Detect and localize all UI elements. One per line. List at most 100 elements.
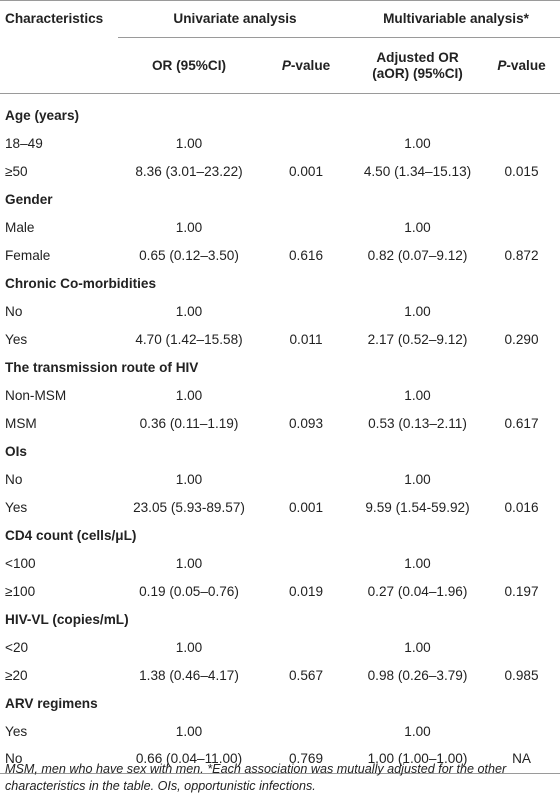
group-header-row: The transmission route of HIV (0, 354, 560, 382)
row-label: Yes (5, 499, 28, 515)
spacer-row (0, 94, 560, 102)
adjusted-pvalue-cell (483, 298, 560, 326)
row-label: 18–49 (5, 135, 43, 151)
row-label: <100 (5, 555, 36, 571)
pvalue-italic: P (497, 57, 507, 73)
pvalue-cell (260, 466, 352, 494)
row-label: Female (5, 247, 51, 263)
pvalue-cell (260, 634, 352, 662)
group-title: Chronic Co-morbidities (5, 275, 157, 291)
table-row: <20 1.00 1.00 (0, 634, 560, 662)
table-footnote: MSM, men who have sex with men. *Each as… (5, 762, 507, 793)
group-title: Gender (5, 191, 53, 207)
adjusted-pvalue-cell: 0.617 (504, 415, 539, 431)
adjusted-pvalue-cell (483, 130, 560, 158)
adjusted-pvalue-cell: 0.985 (504, 667, 539, 683)
aor-header-line1: Adjusted OR (376, 49, 459, 65)
or-cell: 0.19 (0.05–0.76) (139, 583, 239, 599)
pvalue-cell (260, 718, 352, 746)
group-header-row: HIV-VL (copies/mL) (0, 606, 560, 634)
group-title: OIs (5, 443, 27, 459)
pvalue-cell (260, 214, 352, 242)
aor-cell: 1.00 (404, 639, 431, 655)
pvalue-header: P-value (260, 38, 352, 94)
or-cell: 4.70 (1.42–15.58) (135, 331, 243, 347)
characteristics-header: Characteristics (5, 11, 104, 27)
table-row: Yes 1.00 1.00 (0, 718, 560, 746)
results-table: Characteristics Univariate analysis Mult… (0, 0, 560, 774)
or-header: OR (95%CI) (151, 57, 227, 73)
aor-cell: 1.00 (404, 471, 431, 487)
adjusted-pvalue-cell: NA (512, 751, 531, 767)
aor-cell: 0.82 (0.07–9.12) (367, 247, 468, 263)
table-row: ≥100 0.19 (0.05–0.76) 0.019 0.27 (0.04–1.96… (0, 578, 560, 606)
aor-cell: 9.59 (1.54-59.92) (365, 499, 470, 515)
group-title: HIV-VL (copies/mL) (5, 611, 129, 627)
table-row: Female 0.65 (0.12–3.50) 0.616 0.82 (0.07–9.… (0, 242, 560, 270)
multivariable-header: Multivariable analysis* (352, 0, 560, 38)
adjusted-pvalue-cell: 0.197 (504, 583, 539, 599)
or-cell: 0.65 (0.12–3.50) (139, 247, 239, 263)
spacer-cell (0, 94, 560, 102)
or-cell: 0.36 (0.11–1.19) (139, 415, 239, 431)
row-label: MSM (5, 415, 37, 431)
or-cell: 1.00 (175, 723, 203, 739)
adjusted-pvalue-cell (483, 466, 560, 494)
aor-header-line2: (aOR) (95%CI) (372, 65, 463, 81)
adjusted-pvalue-cell (483, 214, 560, 242)
aor-cell: 1.00 (404, 723, 431, 739)
row-label: Male (5, 219, 35, 235)
or-cell: 1.00 (175, 471, 203, 487)
group-header-row: OIs (0, 438, 560, 466)
univariate-header: Univariate analysis (118, 0, 353, 38)
group-header-row: Age (years) (0, 102, 560, 130)
aor-cell: 1.00 (404, 555, 431, 571)
table-row: Yes 23.05 (5.93-89.57) 0.001 9.59 (1.54-59.… (0, 494, 560, 522)
table-row: ≥50 8.36 (3.01–23.22) 0.001 4.50 (1.34–15.1… (0, 158, 560, 186)
or-cell: 1.00 (175, 639, 203, 655)
row-label: Non-MSM (5, 387, 67, 403)
pvalue-cell (260, 130, 352, 158)
adjusted-pvalue-cell (483, 550, 560, 578)
row-label: No (5, 303, 23, 319)
row-label: ≥20 (5, 667, 28, 683)
or-cell: 0.66 (0.04–11.00) (135, 751, 243, 767)
adjusted-pvalue-header: P-value (483, 38, 560, 94)
row-label: <20 (5, 639, 29, 655)
group-title: Age (years) (5, 107, 80, 123)
aor-cell: 1.00 (404, 387, 431, 403)
table-row: Male 1.00 1.00 (0, 214, 560, 242)
table-row: ≥20 1.38 (0.46–4.17) 0.567 0.98 (0.26–3.79)… (0, 662, 560, 690)
table-row: <100 1.00 1.00 (0, 550, 560, 578)
table-row: No 0.66 (0.04–11.00) 0.769 1.00 (1.00–1.00)… (0, 746, 560, 774)
row-label: No (5, 471, 23, 487)
group-header-row: Gender (0, 186, 560, 214)
group-header-row: CD4 count (cells/μL) (0, 522, 560, 550)
aor-cell: 1.00 (404, 303, 431, 319)
row-label: ≥100 (5, 583, 36, 599)
pvalue-cell (260, 298, 352, 326)
pvalue-cell: 0.001 (288, 163, 324, 179)
aor-header: Adjusted OR (aOR) (95%CI) (352, 38, 483, 94)
pvalue-cell: 0.567 (288, 667, 324, 683)
or-cell: 1.00 (175, 219, 203, 235)
group-title: CD4 count (cells/μL) (5, 527, 137, 543)
adjusted-pvalue-cell (483, 718, 560, 746)
adjusted-pvalue-cell (483, 382, 560, 410)
row-label: ≥50 (5, 163, 28, 179)
table-header: Characteristics Univariate analysis Mult… (0, 0, 560, 94)
or-cell: 1.38 (0.46–4.17) (139, 667, 239, 683)
table-row: MSM 0.36 (0.11–1.19) 0.093 0.53 (0.13–2.11)… (0, 410, 560, 438)
row-label: No (5, 751, 23, 767)
aor-cell: 4.50 (1.34–15.13) (363, 163, 472, 179)
pvalue-cell: 0.011 (289, 331, 323, 347)
pvalue-cell (260, 382, 352, 410)
pvalue-cell: 0.769 (288, 751, 324, 767)
table-row: Non-MSM 1.00 1.00 (0, 382, 560, 410)
table-row: No 1.00 1.00 (0, 298, 560, 326)
adjusted-pvalue-cell (483, 634, 560, 662)
adjusted-pvalue-cell: 0.016 (504, 499, 539, 515)
or-cell: 1.00 (175, 135, 203, 151)
table-body: Age (years) 18–49 1.00 1.00 ≥50 8.36 (3.01–23… (0, 94, 560, 774)
